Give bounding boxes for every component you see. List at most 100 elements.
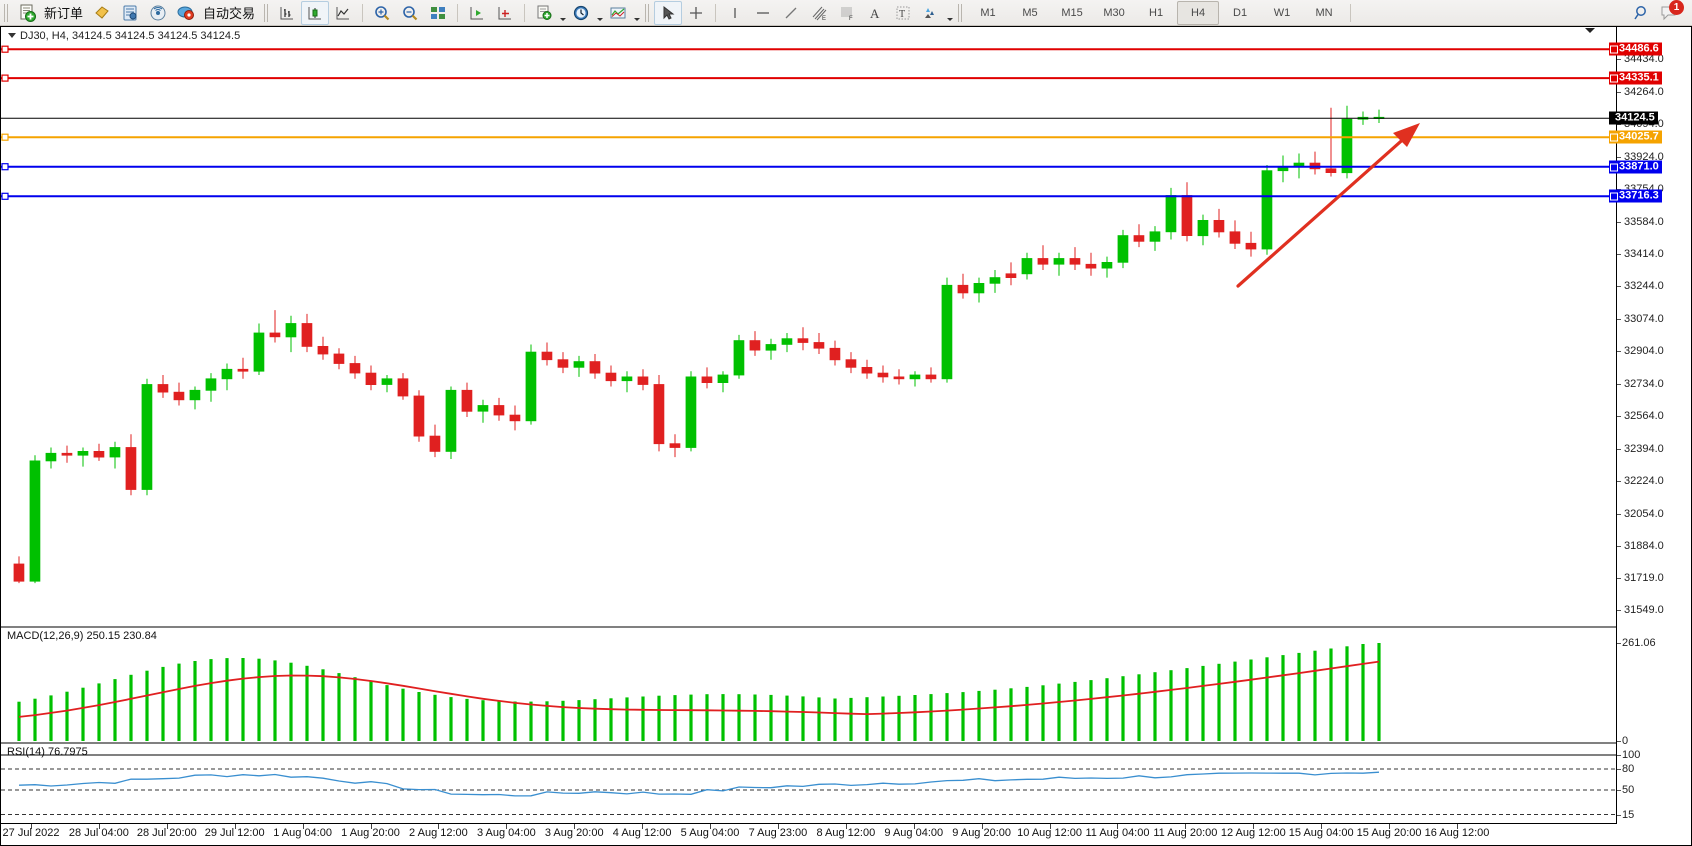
price-label-text: 33716.3	[1619, 189, 1659, 202]
channel-icon[interactable]: E	[805, 1, 833, 25]
macd-scale-bottom: 0	[1617, 735, 1628, 747]
shield-icon[interactable]	[88, 1, 116, 25]
bullish-trend-arrow	[1236, 123, 1420, 288]
price-level-handle[interactable]	[1610, 163, 1618, 172]
expert-advisor-icon[interactable]	[172, 1, 200, 25]
timeframe-m5[interactable]: M5	[1022, 6, 1038, 19]
price-tick: 31884.0	[1617, 540, 1664, 552]
price-scale[interactable]: 34434.034264.034094.033924.033754.033584…	[1609, 27, 1691, 845]
macd-indicator-label: MACD(12,26,9) 250.15 230.84	[7, 630, 157, 642]
shapes-icon[interactable]	[917, 1, 945, 25]
periods-dropdown-arrow[interactable]	[595, 0, 604, 27]
text-label-icon[interactable]: T	[889, 1, 917, 25]
templates-dropdown-arrow[interactable]	[632, 0, 641, 27]
time-tick-label: 10 Aug 12:00	[1017, 827, 1082, 839]
price-label-support-line[interactable]: 33871.0	[1609, 160, 1662, 174]
price-level-handle[interactable]	[1610, 192, 1618, 201]
new-order-button[interactable]	[13, 1, 41, 25]
chart-collapse-icon[interactable]	[1585, 28, 1595, 33]
bar-chart-icon[interactable]	[273, 1, 301, 25]
price-tick: 34264.0	[1617, 86, 1664, 98]
tile-windows-icon[interactable]	[424, 1, 452, 25]
time-tick-mark	[710, 824, 712, 829]
time-tick-mark	[1185, 824, 1187, 829]
zoom-in-icon[interactable]	[368, 1, 396, 25]
price-tick: 32224.0	[1617, 475, 1664, 487]
chart-plot-area[interactable]	[1, 27, 1691, 845]
rsi-scale-15: 15	[1617, 809, 1634, 821]
chart-shift-icon[interactable]	[463, 1, 491, 25]
macd-signal-line	[18, 660, 1380, 718]
zoom-out-icon[interactable]	[396, 1, 424, 25]
macd-scale-top: 261.06	[1617, 637, 1656, 649]
time-tick-mark	[1389, 824, 1391, 829]
time-tick-mark	[1117, 824, 1119, 829]
price-label-current-price-line[interactable]: 34124.5	[1609, 111, 1658, 125]
price-axis-line	[1616, 27, 1617, 845]
time-tick-label: 3 Aug 04:00	[476, 827, 536, 839]
timeframe-w1[interactable]: W1	[1273, 6, 1291, 19]
toolbar-grip-4[interactable]	[958, 3, 964, 22]
chart-window[interactable]: DJ30, H4, 34124.5 34124.5 34124.5 34124.…	[0, 26, 1692, 846]
rsi-scale-80: 80	[1617, 763, 1634, 775]
timeframe-h1[interactable]: H1	[1149, 6, 1164, 19]
toolbar-grip-3[interactable]	[645, 3, 651, 22]
line-chart-icon[interactable]	[329, 1, 357, 25]
search-icon[interactable]	[1628, 1, 1656, 25]
svg-text:A: A	[870, 6, 880, 21]
rsi-line	[18, 771, 1380, 797]
crosshair-icon[interactable]	[682, 1, 710, 25]
time-tick-label: 27 Jul 2022	[2, 827, 60, 839]
time-tick-label: 9 Aug 04:00	[884, 827, 944, 839]
time-tick-mark	[1049, 824, 1051, 829]
notification-badge: 1	[1669, 0, 1684, 15]
indicators-dropdown-arrow[interactable]	[558, 0, 567, 27]
price-level-handle[interactable]	[1610, 74, 1618, 83]
horizontal-line-icon[interactable]	[749, 1, 777, 25]
chart-title-dropdown-icon[interactable]	[8, 33, 16, 38]
timeframe-d1[interactable]: D1	[1233, 6, 1248, 19]
notification-icon[interactable]: 1	[1656, 0, 1684, 25]
time-tick-mark	[302, 824, 304, 829]
timeframe-m15[interactable]: M15	[1061, 6, 1083, 19]
signal-icon[interactable]	[144, 1, 172, 25]
indicators-icon[interactable]	[530, 1, 558, 25]
trendline-icon[interactable]	[777, 1, 805, 25]
vertical-line-icon[interactable]	[721, 1, 749, 25]
price-tick: 31549.0	[1617, 604, 1664, 616]
price-label-resistance-line[interactable]: 34335.1	[1609, 71, 1662, 85]
price-label-support-line[interactable]: 33716.3	[1609, 189, 1662, 203]
candlestick-icon[interactable]	[301, 0, 330, 25]
svg-text:F: F	[849, 16, 853, 22]
shapes-dropdown-arrow[interactable]	[945, 0, 954, 27]
candlestick-series	[13, 105, 1385, 584]
periods-icon[interactable]	[567, 1, 595, 25]
price-label-resistance-line[interactable]: 34486.6	[1609, 42, 1662, 56]
price-tick: 33924.0	[1617, 151, 1664, 163]
auto-scroll-icon[interactable]	[491, 1, 519, 25]
price-tick: 33414.0	[1617, 248, 1664, 260]
macd-histogram	[17, 643, 1381, 741]
text-icon[interactable]: A	[861, 1, 889, 25]
timeframe-mn[interactable]: MN	[1315, 6, 1333, 19]
time-axis[interactable]: 27 Jul 2022 28 Jul 04:00 28 Jul 20:00 29 Ju…	[1, 823, 1617, 845]
price-level-handle[interactable]	[1610, 133, 1618, 142]
fibonacci-icon[interactable]: F	[833, 1, 861, 25]
price-label-text: 34025.7	[1619, 130, 1659, 143]
toolbar-grip-1[interactable]	[4, 3, 9, 22]
price-level-handle[interactable]	[1610, 45, 1618, 54]
rsi-indicator-label: RSI(14) 76.7975	[7, 746, 88, 758]
toolbar-grip-2[interactable]	[264, 3, 270, 22]
cursor-icon[interactable]	[654, 0, 683, 25]
templates-icon[interactable]	[604, 1, 632, 25]
rsi-scale-100: 100	[1617, 749, 1640, 761]
timeframe-h4[interactable]: H4	[1177, 0, 1220, 25]
toolbar-separator-3	[524, 3, 526, 22]
timeframe-m30[interactable]: M30	[1103, 6, 1125, 19]
price-label-pivot-line[interactable]: 34025.7	[1609, 130, 1662, 144]
toolbar-separator-2	[457, 3, 459, 22]
terminal-icon[interactable]	[116, 1, 144, 25]
time-tick-label: 4 Aug 12:00	[612, 827, 672, 839]
timeframe-m1[interactable]: M1	[980, 6, 996, 19]
toolbar-separator-1	[362, 3, 364, 22]
